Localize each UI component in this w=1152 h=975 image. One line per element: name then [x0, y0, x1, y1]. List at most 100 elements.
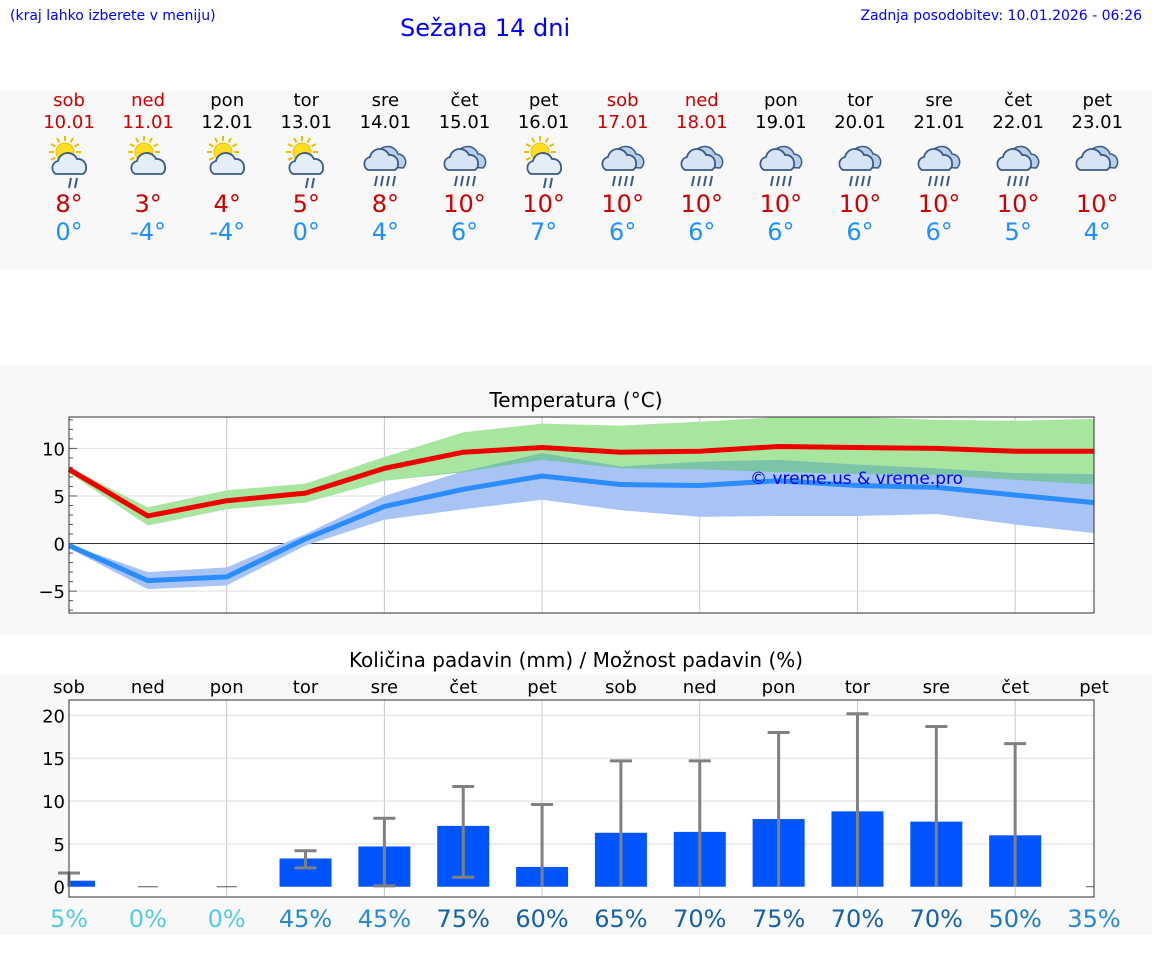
- error-bar: [1004, 742, 1027, 887]
- precip-probability: 50%: [988, 905, 1041, 933]
- y-tick-label: 5: [54, 487, 65, 508]
- temperature-chart: −5 0 5 10 © vreme.us & vreme.pro: [38, 416, 1095, 614]
- day-name: tor: [847, 90, 873, 111]
- rain-icon: [374, 175, 397, 187]
- error-bar: [531, 802, 554, 887]
- rain-icon: [769, 175, 792, 187]
- precip-probability: 60%: [515, 905, 568, 933]
- cloud-icon: [759, 145, 803, 171]
- temp-max: 10°: [917, 190, 961, 218]
- day-column: sre 21.01 10° 6°: [901, 90, 977, 246]
- rain-icon: [1007, 175, 1030, 187]
- cloud-rain-icon: [676, 136, 732, 192]
- y-tick-label: 5: [54, 835, 65, 856]
- x-tick-label: pet: [1079, 677, 1109, 698]
- temp-max: 8°: [371, 190, 400, 218]
- day-name: tor: [293, 90, 320, 111]
- rain-icon: [542, 177, 553, 189]
- cloud-icon: [996, 145, 1040, 171]
- sun-cloud-icon: [122, 136, 178, 192]
- x-tick-label: tor: [293, 677, 319, 698]
- precip-probability: 75%: [752, 905, 805, 933]
- temp-max: 10°: [996, 190, 1040, 218]
- day-name: pet: [528, 90, 559, 111]
- day-column: tor 20.01 10° 6°: [822, 90, 898, 246]
- rain-icon: [305, 177, 316, 189]
- cloud-icon: [1071, 136, 1127, 192]
- y-tick-label: 10: [42, 439, 65, 460]
- temp-min: -4°: [130, 218, 167, 246]
- day-name: čet: [1004, 90, 1033, 111]
- temp-min: 4°: [1083, 218, 1111, 246]
- error-bar: [452, 785, 475, 879]
- location-menu-hint: (kraj lahko izberete v meniju): [10, 8, 216, 24]
- precip-bar: [69, 880, 95, 887]
- temp-max: 10°: [759, 190, 803, 218]
- day-column: pet 23.01 10° 4°: [1059, 90, 1135, 246]
- day-column: tor 13.01 5° 0°: [268, 90, 344, 246]
- precipitation-chart-title: Količina padavin (mm) / Možnost padavin …: [348, 648, 804, 672]
- day-date: 21.01: [913, 112, 965, 133]
- day-name: pet: [1082, 90, 1113, 111]
- day-column: pon 19.01 10° 6°: [743, 90, 819, 246]
- temp-min: 0°: [55, 218, 83, 246]
- sun-cloud-rain-icon: [518, 136, 574, 192]
- precip-probability: 65%: [594, 905, 647, 933]
- rain-icon: [453, 175, 476, 187]
- precip-probability: 70%: [910, 905, 963, 933]
- sun-cloud-rain-icon: [280, 136, 336, 192]
- cloud-rain-icon: [834, 136, 890, 192]
- temp-min: 6°: [609, 218, 637, 246]
- cloud-rain-icon: [755, 136, 811, 192]
- day-date: 15.01: [438, 112, 491, 133]
- y-tick-label: −5: [38, 582, 65, 603]
- day-column: sob 10.01 8° 0°: [31, 90, 107, 246]
- forecast-band: [0, 90, 1152, 270]
- x-tick-label: čet: [1001, 677, 1029, 698]
- error-bar: [688, 759, 711, 887]
- day-name: pon: [210, 90, 245, 111]
- temp-min: 6°: [767, 218, 795, 246]
- cloud-icon: [443, 145, 486, 171]
- error-bar: [294, 849, 317, 870]
- cloud-icon: [51, 152, 87, 175]
- day-column: sre 14.01 8° 4°: [347, 90, 423, 246]
- precipitation-chart: sob ned pon tor sre čet pet sob ned pon tor sre čet p…: [42, 677, 1121, 933]
- day-date: 19.01: [755, 112, 807, 133]
- day-date: 22.01: [992, 112, 1044, 133]
- x-tick-label: sre: [923, 677, 950, 698]
- precip-probability: 70%: [831, 905, 884, 933]
- min-temp-line: [67, 473, 1095, 584]
- cloud-icon: [680, 145, 724, 171]
- y-tick-label: 0: [54, 535, 65, 556]
- x-tick-label: pet: [527, 677, 557, 698]
- x-tick-label: ned: [131, 677, 165, 698]
- day-column: pon 12.01 4° -4°: [189, 90, 265, 246]
- day-date: 12.01: [201, 112, 253, 133]
- max-temp-line: [67, 443, 1094, 519]
- precip-probability: 0%: [129, 905, 167, 933]
- cloud-icon: [363, 145, 407, 171]
- day-name: sob: [53, 90, 85, 111]
- day-name: ned: [684, 90, 719, 111]
- day-name: sre: [925, 90, 953, 111]
- temp-max: 4°: [213, 190, 241, 218]
- watermark: © vreme.us & vreme.pro: [750, 469, 963, 489]
- day-column: ned 18.01 10° 6°: [664, 90, 740, 246]
- temp-max: 10°: [1076, 190, 1119, 218]
- day-column: ned 11.01 3° -4°: [110, 90, 186, 246]
- max-range-band: [69, 417, 1094, 526]
- cloud-icon: [130, 152, 167, 175]
- temp-min: 6°: [846, 218, 874, 246]
- day-date: 17.01: [596, 112, 649, 133]
- error-bar: [846, 712, 869, 887]
- temp-min: 0°: [292, 218, 320, 246]
- y-tick-label: 10: [42, 792, 65, 813]
- day-column: pet 16.01 10° 7°: [506, 90, 582, 246]
- precip-probability: 70%: [673, 905, 726, 933]
- temperature-chart-title: Temperatura (°C): [489, 388, 663, 412]
- y-tick-label: 20: [42, 706, 65, 727]
- page-title: Sežana 14 dni: [400, 14, 571, 42]
- precip-probability: 5%: [50, 905, 88, 933]
- day-name: pon: [763, 90, 798, 111]
